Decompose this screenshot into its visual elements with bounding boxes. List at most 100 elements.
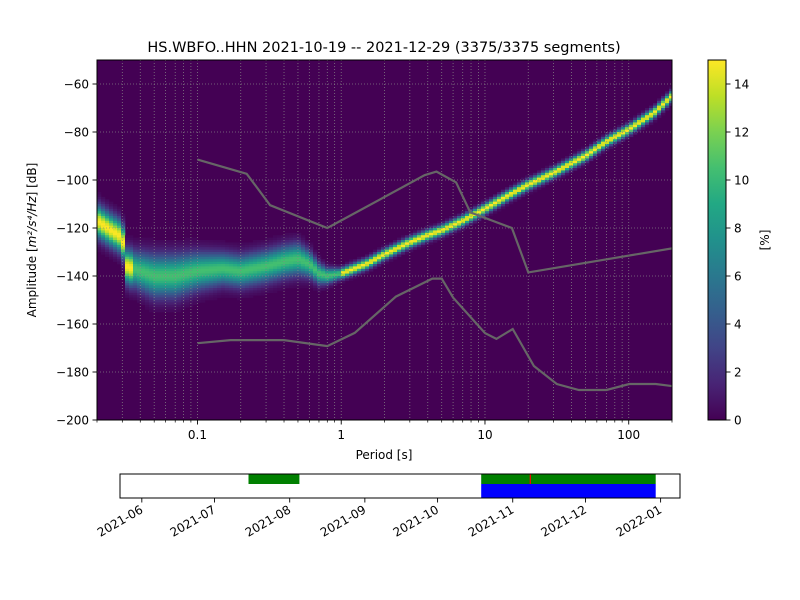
heatmap-cell [217, 249, 222, 253]
heatmap-cell [229, 288, 234, 291]
heatmap-cell [213, 266, 218, 270]
heatmap-cell [185, 280, 190, 284]
heatmap-cell [201, 300, 206, 303]
heatmap-cell [581, 148, 586, 152]
heatmap-cell [169, 244, 174, 248]
heatmap-cell [109, 247, 114, 250]
heatmap-cell [265, 268, 270, 272]
heatmap-cell [273, 283, 278, 286]
heatmap-cell [249, 252, 254, 255]
heatmap-cell [585, 148, 590, 152]
heatmap-cell [529, 192, 534, 195]
heatmap-cell [209, 273, 214, 277]
heatmap-cell [133, 247, 138, 250]
heatmap-cell [145, 280, 150, 284]
heatmap-cell [197, 288, 202, 291]
heatmap-cell [289, 283, 294, 286]
heatmap-cell [529, 175, 534, 178]
heatmap-cell [549, 163, 554, 166]
heatmap-cell [545, 182, 550, 186]
heatmap-cell [645, 108, 650, 111]
heatmap-cell [161, 285, 166, 289]
heatmap-cell [525, 192, 530, 195]
heatmap-cell [577, 151, 582, 154]
heatmap-cell [97, 218, 102, 222]
heatmap-cell [137, 276, 142, 279]
heatmap-cell [97, 211, 102, 214]
heatmap-cell [153, 254, 158, 258]
heatmap-cell [665, 108, 670, 111]
heatmap-cell [485, 216, 490, 219]
heatmap-cell [285, 285, 290, 289]
heatmap-cell [393, 244, 398, 248]
heatmap-cell [377, 256, 382, 260]
heatmap-cell [301, 264, 306, 267]
heatmap-cell [281, 278, 286, 282]
heatmap-cell [337, 278, 342, 282]
heatmap-cell [497, 204, 502, 207]
heatmap-cell [229, 268, 234, 272]
heatmap-cell [273, 244, 278, 248]
heatmap-cell [149, 309, 154, 313]
heatmap-cell [101, 213, 106, 217]
heatmap-cell [541, 182, 546, 186]
heatmap-cell [273, 242, 278, 246]
heatmap-cell [585, 160, 590, 164]
heatmap-cell [221, 247, 226, 250]
heatmap-cell [169, 273, 174, 277]
heatmap-cell [637, 115, 642, 118]
heatmap-cell [313, 254, 318, 258]
heatmap-cell [133, 261, 138, 265]
heatmap-cell [245, 290, 250, 294]
heatmap-cell [473, 204, 478, 207]
heatmap-cell [653, 112, 658, 116]
heatmap-cell [441, 237, 446, 241]
heatmap-cell [573, 153, 578, 157]
heatmap-cell [153, 240, 158, 243]
heatmap-cell [317, 285, 322, 289]
heatmap-cell [253, 271, 258, 274]
heatmap-cell [209, 252, 214, 255]
heatmap-cell [589, 141, 594, 145]
heatmap-cell [301, 278, 306, 282]
heatmap-cell [137, 247, 142, 250]
heatmap-cell [281, 273, 286, 277]
heatmap-cell [649, 112, 654, 116]
heatmap-cell [461, 216, 466, 219]
heatmap-cell [381, 247, 386, 250]
heatmap-cell [193, 237, 198, 241]
heatmap-cell [561, 170, 566, 174]
heatmap-cell [117, 249, 122, 253]
heatmap-cell [637, 122, 642, 126]
heatmap-cell [185, 288, 190, 291]
heatmap-cell [113, 220, 118, 224]
heatmap-cell [637, 127, 642, 130]
heatmap-cell [505, 204, 510, 207]
heatmap-cell [165, 295, 170, 298]
heatmap-cell [281, 264, 286, 267]
heatmap-cell [669, 86, 672, 90]
heatmap-cell [265, 254, 270, 258]
heatmap-cell [349, 271, 354, 274]
heatmap-cell [625, 124, 630, 128]
heatmap-cell [593, 156, 598, 159]
heatmap-cell [101, 199, 106, 202]
heatmap-cell [453, 225, 458, 229]
heatmap-cell [481, 199, 486, 202]
heatmap-cell [241, 254, 246, 258]
heatmap-cell [157, 268, 162, 272]
heatmap-cell [237, 256, 242, 260]
heatmap-cell [213, 268, 218, 272]
heatmap-cell [241, 256, 246, 260]
heatmap-cell [577, 148, 582, 152]
heatmap-cell [609, 141, 614, 145]
heatmap-cell [497, 201, 502, 205]
heatmap-cell [393, 240, 398, 243]
heatmap-cell [445, 220, 450, 224]
heatmap-cell [97, 232, 102, 236]
heatmap-cell [509, 199, 514, 202]
heatmap-cell [337, 266, 342, 270]
heatmap-cell [165, 309, 170, 313]
heatmap-cell [557, 170, 562, 174]
